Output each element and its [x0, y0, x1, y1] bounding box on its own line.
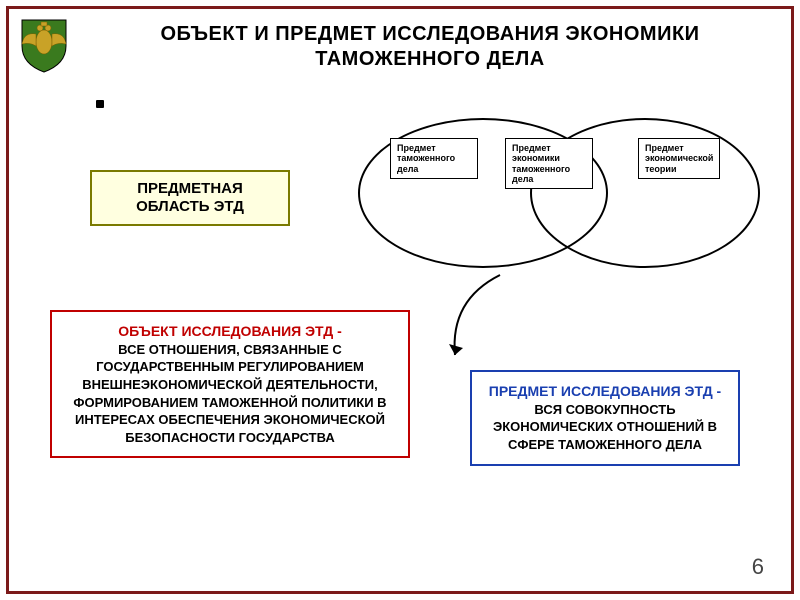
- subject-research-box: ПРЕДМЕТ ИССЛЕДОВАНИЯ ЭТД - ВСЯ СОВОКУПНО…: [470, 370, 740, 466]
- slide-title: ОБЪЕКТ И ПРЕДМЕТ ИССЛЕДОВАНИЯ ЭКОНОМИКИ …: [100, 22, 760, 72]
- bullet-icon: [96, 100, 104, 108]
- customs-emblem-icon: [14, 14, 74, 74]
- arrow-icon: [440, 270, 520, 370]
- subject-box-body: ВСЯ СОВОКУПНОСТЬ ЭКОНОМИЧЕСКИХ ОТНОШЕНИЙ…: [484, 401, 726, 454]
- object-box-body: ВСЕ ОТНОШЕНИЯ, СВЯЗАННЫЕ С ГОСУДАРСТВЕНН…: [64, 341, 396, 446]
- venn-diagram: Предмет таможенного дела Предмет экономи…: [350, 110, 770, 280]
- object-box-lead: ОБЪЕКТ ИССЛЕДОВАНИЯ ЭТД -: [64, 322, 396, 341]
- venn-label-economic-theory: Предмет экономической теории: [638, 138, 720, 179]
- venn-label-customs: Предмет таможенного дела: [390, 138, 478, 179]
- page-number: 6: [752, 554, 764, 580]
- object-research-box: ОБЪЕКТ ИССЛЕДОВАНИЯ ЭТД - ВСЕ ОТНОШЕНИЯ,…: [50, 310, 410, 458]
- subject-box-lead: ПРЕДМЕТ ИССЛЕДОВАНИЯ ЭТД -: [484, 382, 726, 401]
- domain-area-box: ПРЕДМЕТНАЯ ОБЛАСТЬ ЭТД: [90, 170, 290, 226]
- venn-label-customs-economics: Предмет экономики таможенного дела: [505, 138, 593, 189]
- slide-frame: [6, 6, 794, 594]
